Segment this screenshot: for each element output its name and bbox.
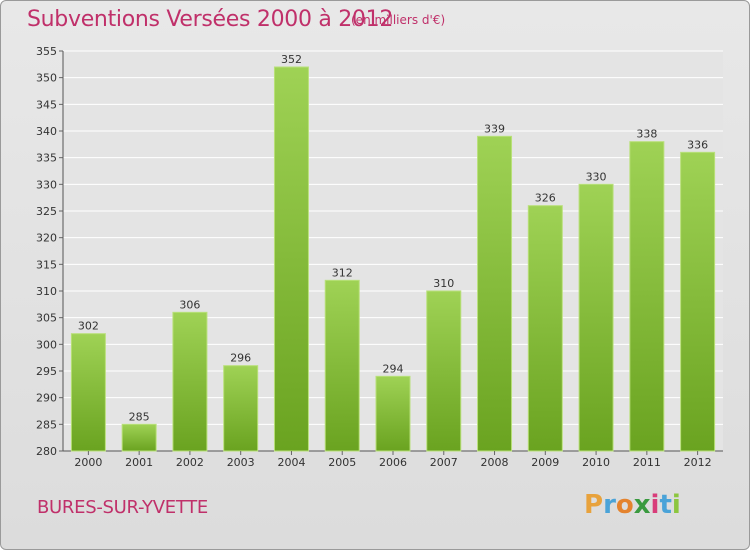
logo-letter: t	[659, 490, 672, 520]
value-label: 326	[535, 192, 556, 205]
value-label: 338	[636, 128, 657, 141]
bar	[680, 151, 716, 452]
x-tick-label: 2010	[582, 456, 610, 469]
x-tick-label: 2005	[328, 456, 356, 469]
bar	[426, 290, 462, 452]
y-tick-label: 320	[36, 232, 57, 245]
bar	[324, 279, 360, 452]
bar	[527, 205, 563, 452]
bar	[578, 183, 614, 452]
value-label: 336	[687, 138, 708, 151]
value-label: 302	[78, 320, 99, 333]
x-tick-label: 2001	[125, 456, 153, 469]
y-tick-label: 305	[36, 312, 57, 325]
x-tick-label: 2004	[277, 456, 305, 469]
x-tick-label: 2008	[481, 456, 509, 469]
value-label: 312	[332, 266, 353, 279]
bar	[375, 375, 411, 452]
y-tick-label: 310	[36, 285, 57, 298]
value-label: 352	[281, 53, 302, 66]
x-tick-label: 2006	[379, 456, 407, 469]
y-tick-label: 285	[36, 418, 57, 431]
value-label: 294	[383, 362, 404, 375]
value-label: 310	[433, 277, 454, 290]
x-tick-label: 2012	[684, 456, 712, 469]
y-tick-label: 350	[36, 72, 57, 85]
chart-title: Subventions Versées 2000 à 2012	[27, 7, 394, 32]
y-tick-label: 280	[36, 445, 57, 458]
y-tick-label: 315	[36, 258, 57, 271]
y-tick-label: 330	[36, 178, 57, 191]
bar	[629, 141, 665, 452]
y-tick-label: 295	[36, 365, 57, 378]
y-tick-label: 355	[36, 45, 57, 58]
y-tick-label: 345	[36, 98, 57, 111]
bar	[172, 311, 208, 452]
x-tick-label: 2011	[633, 456, 661, 469]
logo-letter: i	[671, 490, 681, 520]
proxiti-logo: Proxiti	[584, 490, 681, 520]
bar	[223, 365, 259, 452]
x-tick-label: 2007	[430, 456, 458, 469]
logo-letter: r	[603, 490, 616, 520]
logo-letter: o	[615, 490, 634, 520]
x-tick-label: 2009	[531, 456, 559, 469]
y-tick-label: 325	[36, 205, 57, 218]
x-tick-label: 2002	[176, 456, 204, 469]
y-tick-label: 290	[36, 392, 57, 405]
value-label: 296	[230, 352, 251, 365]
value-label: 285	[129, 410, 150, 423]
y-tick-label: 300	[36, 338, 57, 351]
y-tick-label: 340	[36, 125, 57, 138]
x-tick-label: 2003	[227, 456, 255, 469]
value-label: 339	[484, 122, 505, 135]
chart-unit: (en milliers d'€)	[351, 13, 446, 27]
bar	[70, 333, 106, 452]
bar	[273, 66, 309, 452]
x-tick-label: 2000	[74, 456, 102, 469]
logo-letter: P	[584, 490, 604, 520]
city-name: BURES-SUR-YVETTE	[37, 497, 208, 518]
logo-letter: i	[650, 490, 660, 520]
value-label: 306	[179, 298, 200, 311]
bar	[477, 135, 513, 452]
y-tick-label: 335	[36, 152, 57, 165]
logo-letter: x	[633, 490, 651, 520]
value-label: 330	[586, 170, 607, 183]
bar	[121, 423, 157, 452]
